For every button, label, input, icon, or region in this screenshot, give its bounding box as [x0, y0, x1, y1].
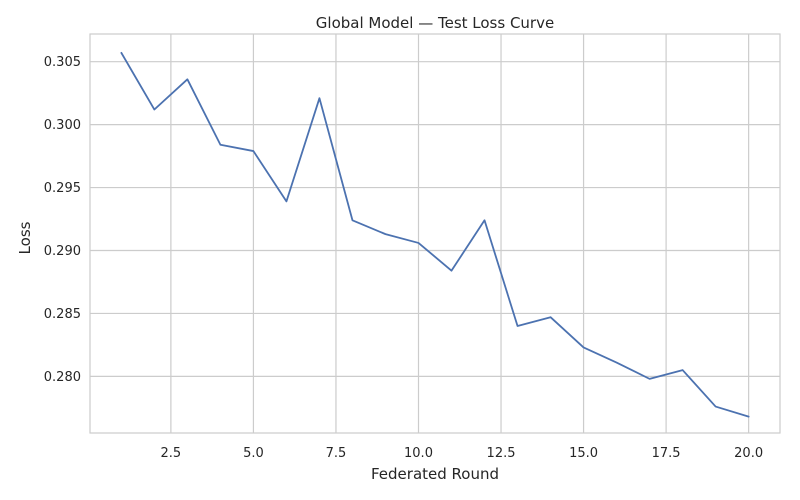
x-tick-labels: 2.5 5.0 7.5 10.0 12.5 15.0 17.5 20.0	[161, 446, 764, 461]
x-tick-label: 10.0	[404, 446, 433, 461]
y-tick-label: 0.305	[44, 55, 81, 70]
x-tick-label: 2.5	[161, 446, 182, 461]
loss-series-line	[120, 51, 750, 418]
y-tick-labels: 0.280 0.285 0.290 0.295 0.300 0.305	[44, 55, 81, 385]
y-tick-label: 0.280	[44, 370, 81, 385]
x-tick-label: 7.5	[326, 446, 347, 461]
x-tick-label: 5.0	[243, 446, 264, 461]
y-tick-label: 0.285	[44, 307, 81, 322]
x-axis-label: Federated Round	[371, 465, 499, 483]
x-tick-label: 20.0	[734, 446, 763, 461]
y-axis-label: Loss	[16, 221, 34, 254]
y-tick-label: 0.290	[44, 244, 81, 259]
y-tick-label: 0.295	[44, 181, 81, 196]
grid	[90, 34, 780, 433]
x-tick-label: 17.5	[652, 446, 681, 461]
chart-title: Global Model — Test Loss Curve	[316, 14, 554, 32]
x-tick-label: 12.5	[487, 446, 516, 461]
x-tick-label: 15.0	[569, 446, 598, 461]
series-layer	[120, 51, 750, 418]
y-tick-label: 0.300	[44, 118, 81, 133]
plot-frame	[89, 33, 781, 434]
